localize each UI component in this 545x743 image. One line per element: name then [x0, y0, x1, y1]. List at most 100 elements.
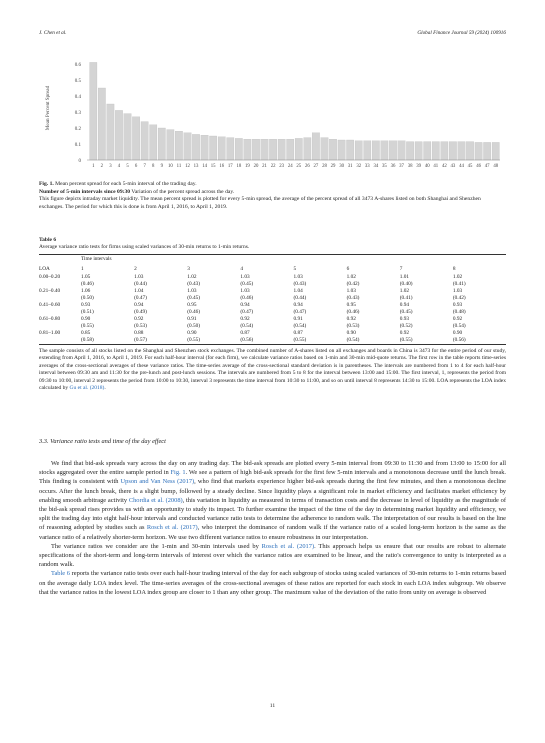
table-cell-sd: (0.47) [293, 309, 307, 315]
x-tick-label: 44 [459, 164, 464, 169]
y-tick-label: 0.2 [75, 127, 82, 132]
x-tick-label: 45 [468, 164, 473, 169]
bar-interval-40 [423, 141, 432, 161]
gu-2018-link[interactable]: Gu et al. (2018) [69, 385, 105, 392]
journal-header: Global Finance Journal 59 (2024) 100916 [417, 30, 506, 36]
text-run: We find that bid-ask spreads vary across… [39, 460, 506, 477]
x-tick-label: 32 [356, 164, 361, 169]
rosch-link[interactable]: Rosch et al. (2017) [146, 524, 198, 532]
x-tick-label: 4 [118, 164, 121, 169]
table-cell-sd: (0.54) [452, 323, 466, 329]
loa-range: 0.61–0.80 [39, 316, 61, 322]
bar-interval-14 [200, 135, 209, 161]
x-tick-label: 12 [185, 164, 190, 169]
table-cell-sd: (0.52) [399, 323, 413, 329]
table-cell-sd: (0.43) [293, 281, 307, 287]
table-cell-sd: (0.57) [134, 337, 147, 343]
text-run: , who interpret the dominance of random … [39, 524, 507, 541]
x-tick-label: 2 [101, 164, 104, 169]
x-tick-label: 27 [314, 164, 319, 169]
table-cell-sd: (0.43) [346, 295, 360, 301]
x-tick-label: 46 [476, 164, 481, 169]
table-cell-sd: (0.54) [240, 323, 254, 329]
table-row-sd: (0.46) (0.44) (0.43) (0.45) (0.43) (0.42) (0.4… [39, 281, 506, 288]
table-cell: 1.02 [399, 288, 410, 294]
bar-interval-12 [183, 132, 192, 161]
table-cell: 1.05 [81, 274, 91, 280]
table-cell-sd: (0.55) [399, 337, 413, 343]
table-cell: 1.01 [399, 274, 410, 280]
paragraph: We find that bid-ask spreads vary across… [39, 459, 506, 542]
x-tick-label: 10 [168, 164, 173, 169]
bar-interval-18 [235, 138, 243, 161]
figure-label: Fig. 1. [39, 181, 54, 187]
bar-interval-44 [457, 141, 466, 161]
table-cell-sd: (0.51) [81, 309, 94, 315]
table-cell: 0.87 [293, 330, 303, 336]
bar-interval-11 [175, 131, 183, 161]
figure-subtitle-rest: Variation of the percent spread across t… [130, 188, 235, 195]
table-cell-sd: (0.41) [399, 295, 413, 301]
table-cell: 0.94 [399, 302, 410, 308]
table-cell: 0.94 [293, 302, 303, 308]
table-column-header-row: LOA 1 2 3 4 5 6 7 8 [39, 264, 506, 274]
bar-interval-25 [294, 138, 303, 161]
table-cell: 0.88 [134, 330, 144, 336]
x-tick-label: 9 [161, 164, 164, 169]
bar-interval-16 [217, 136, 226, 161]
table-cell: 1.03 [452, 288, 463, 294]
table-cell: 0.90 [346, 330, 356, 336]
x-tick-label: 15 [211, 164, 216, 169]
table-cell-sd: (0.56) [452, 337, 466, 343]
bar-interval-22 [269, 139, 277, 161]
x-tick-label: 34 [373, 164, 378, 169]
x-tick-label: 3 [109, 164, 112, 169]
table-cell: 0.91 [187, 316, 197, 322]
x-tick-label: 26 [305, 164, 310, 169]
text-run: , this variation in liquidity as measure… [39, 496, 506, 532]
table-cell-sd: (0.50) [187, 323, 201, 329]
bar-interval-8 [149, 124, 158, 161]
table-cell: 1.03 [240, 274, 250, 280]
fig-1-link[interactable]: Fig. 1 [170, 469, 186, 477]
x-tick-label: 19 [245, 164, 250, 169]
x-tick-label: 37 [399, 164, 404, 169]
table-cell-sd: (0.43) [187, 281, 201, 287]
x-tick-label: 17 [228, 164, 233, 169]
table-6-link[interactable]: Table 6 [51, 570, 70, 578]
column-header: 6 [346, 265, 350, 272]
table-cell-sd: (0.53) [134, 323, 147, 329]
x-tick-label: 30 [339, 164, 344, 169]
table-cell-sd: (0.44) [293, 295, 307, 301]
table-cell: 1.06 [81, 288, 91, 294]
y-tick-label: 0.1 [75, 143, 82, 148]
table-cell: 0.94 [240, 302, 250, 308]
x-tick-label: 48 [493, 164, 498, 169]
column-header: 5 [293, 265, 297, 272]
table-cell: 0.95 [187, 302, 197, 308]
upson-link[interactable]: Upson and Van Ness (2017) [120, 478, 195, 486]
x-tick-label: 25 [296, 164, 301, 169]
x-tick-label: 18 [236, 164, 241, 169]
x-tick-label: 42 [442, 164, 447, 169]
author-header: J. Chen et al. [39, 30, 67, 36]
table-cell-sd: (0.45) [399, 309, 413, 315]
table-row: 0.61–0.80 0.90 0.92 0.91 0.92 0.91 0.92 0.93 0.9… [39, 316, 506, 323]
y-tick-label: 0.4 [75, 95, 82, 100]
rosch-link[interactable]: Rosch et al. (2017) [261, 542, 315, 550]
table-cell-sd: (0.46) [187, 309, 201, 315]
table-cell-sd: (0.42) [346, 281, 360, 287]
column-header: 4 [240, 265, 244, 272]
x-tick-label: 31 [348, 164, 353, 169]
table-cell: 0.90 [187, 330, 197, 336]
table-cell-sd: (0.55) [81, 323, 94, 329]
chordia-link[interactable]: Chordia et al. (2008) [128, 496, 183, 504]
table-cell: 0.92 [399, 330, 410, 336]
bar-interval-43 [449, 141, 457, 161]
x-tick-label: 33 [365, 164, 370, 169]
y-tick-label: 0 [79, 159, 82, 164]
bar-interval-42 [440, 141, 449, 161]
bar-interval-13 [192, 134, 200, 161]
table-cell-sd: (0.46) [346, 309, 360, 315]
table-cell: 1.03 [187, 288, 197, 294]
